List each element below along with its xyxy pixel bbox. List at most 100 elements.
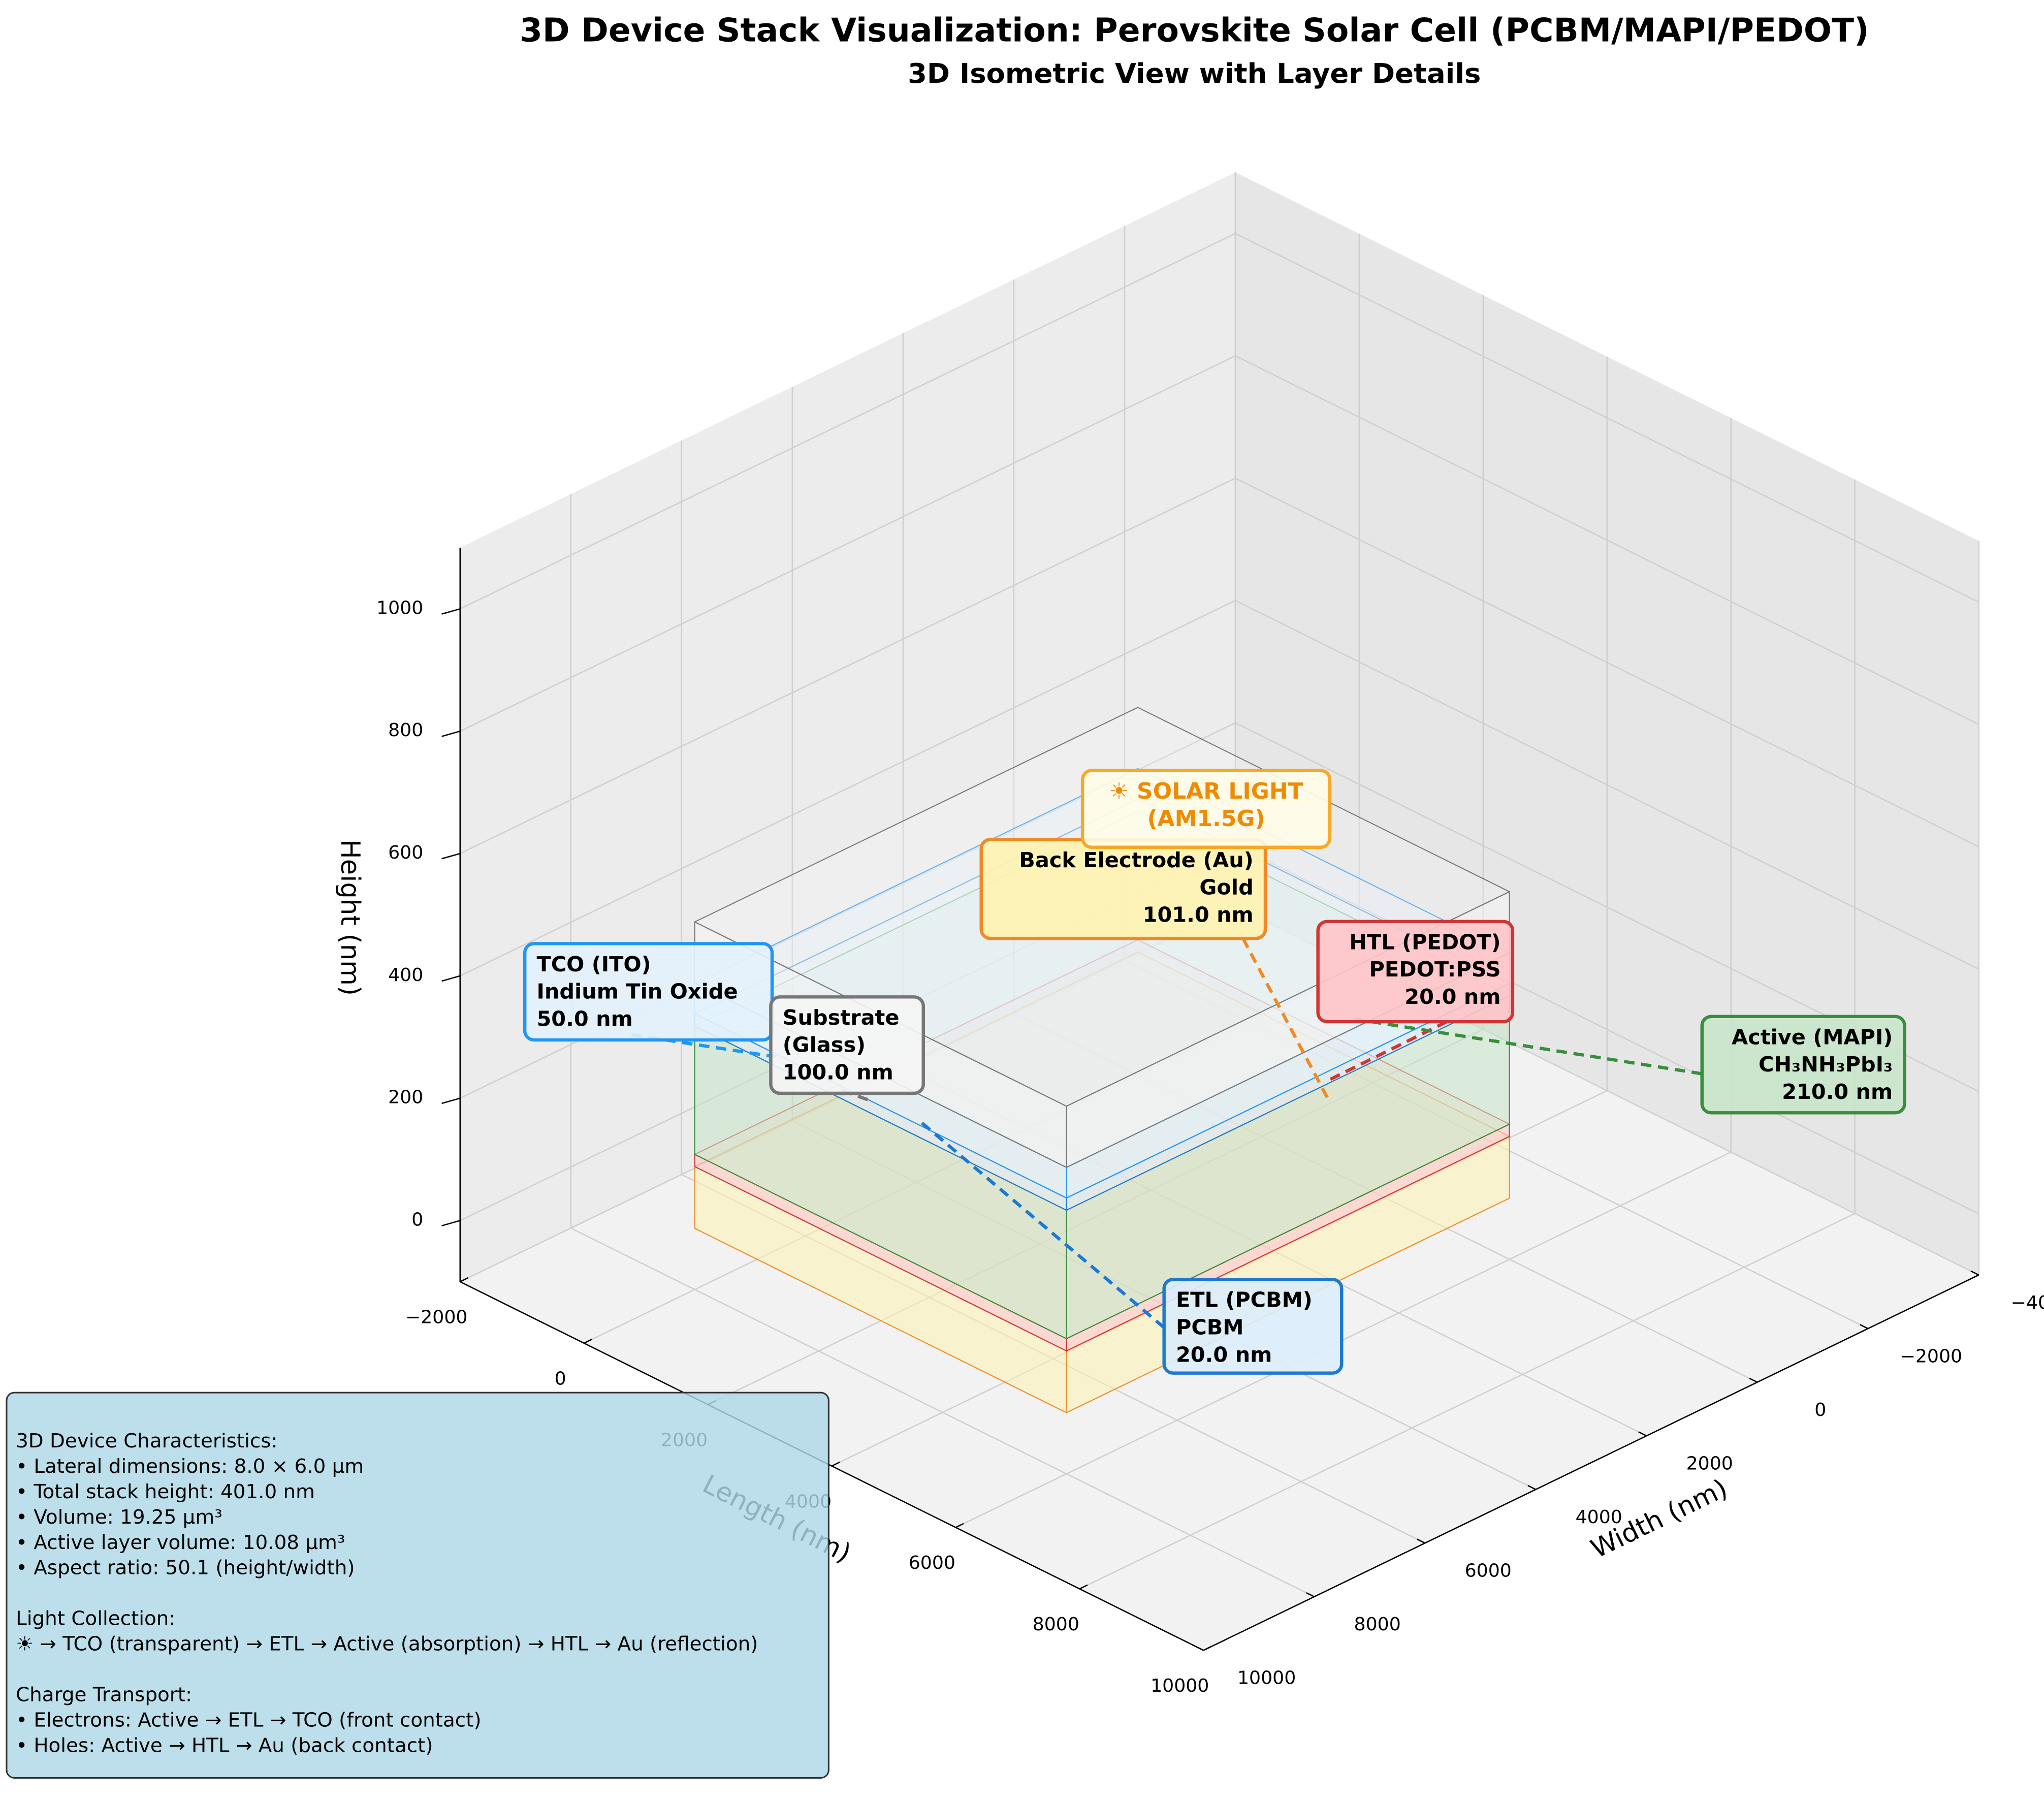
- info-text: • Total stack height: 401.0 nm: [16, 1480, 315, 1503]
- grid-line: [1079, 1213, 1856, 1590]
- y-tick-label: −2000: [1900, 1346, 1963, 1367]
- grid-line: [570, 1227, 1315, 1597]
- y-tick-mark: [1860, 1324, 1869, 1330]
- z-tick-label: 800: [388, 719, 423, 741]
- annotation-text: PCBM: [1176, 1315, 1244, 1340]
- leader-line: [1354, 1017, 1703, 1076]
- grid-line: [1235, 355, 1979, 725]
- x-tick-label: −2000: [405, 1307, 468, 1328]
- x-tick-label: 8000: [1033, 1614, 1079, 1635]
- layer-annotation: ETL (PCBM) PCBM 20.0 nm: [1162, 1278, 1344, 1375]
- annotation-box: [1162, 1278, 1344, 1375]
- x-tick-mark: [460, 1277, 468, 1283]
- info-text: Charge Transport:: [16, 1684, 192, 1707]
- layer-annotation: Back Electrode (Au) Gold 101.0 nm: [979, 838, 1267, 940]
- leader-line: [919, 1120, 1165, 1329]
- y-tick-mark: [1306, 1592, 1315, 1597]
- chart-subtitle: 3D Isometric View with Layer Details: [908, 57, 1481, 89]
- y-tick-label: 0: [1814, 1399, 1826, 1420]
- info-text: Light Collection:: [16, 1607, 175, 1630]
- layer-annotation: Substrate (Glass) 100.0 nm: [769, 995, 925, 1095]
- y-tick-mark: [1417, 1538, 1425, 1544]
- annotation-text: HTL (PEDOT): [1349, 930, 1500, 954]
- y-axis-line: [1203, 1274, 1979, 1651]
- z-tick-mark: [441, 1220, 461, 1226]
- y-tick-mark: [1749, 1377, 1758, 1383]
- annotation-text: PEDOT:PSS: [1369, 957, 1501, 982]
- y-tick-label: 6000: [1465, 1560, 1512, 1582]
- z-tick-label: 0: [411, 1209, 423, 1230]
- z-tick-label: 600: [388, 842, 423, 863]
- annotation-text: (Glass): [783, 1033, 866, 1057]
- annotation-text: Indium Tin Oxide: [536, 980, 738, 1004]
- z-tick-mark: [441, 731, 461, 737]
- annotation-text: Active (MAPI): [1732, 1025, 1893, 1049]
- annotation-text: 50.0 nm: [536, 1007, 632, 1031]
- z-tick-label: 200: [388, 1087, 423, 1108]
- y-tick-mark: [1970, 1270, 1979, 1276]
- annotation-box: [1700, 1015, 1906, 1115]
- annotation-box: [1316, 920, 1515, 1024]
- annotation-text: 101.0 nm: [1143, 903, 1254, 927]
- info-panel: 3D Device Characteristics: • Lateral dime…: [6, 1392, 829, 1779]
- annotation-text: ETL (PCBM): [1176, 1288, 1313, 1312]
- y-tick-mark: [1527, 1485, 1537, 1490]
- info-text: • Aspect ratio: 50.1 (height/width): [16, 1557, 355, 1580]
- annotation-text: 20.0 nm: [1176, 1343, 1272, 1367]
- layer-annotation: HTL (PEDOT) PEDOT:PSS 20.0 nm: [1316, 920, 1515, 1024]
- info-text: 3D Device Characteristics:: [16, 1430, 278, 1452]
- x-axis-line: [460, 1281, 1204, 1651]
- annotation-text: 210.0 nm: [1782, 1080, 1893, 1104]
- light-annotation: ☀ SOLAR LIGHT(AM1.5G): [1080, 769, 1332, 849]
- annotation-text: 100.0 nm: [783, 1060, 893, 1085]
- y-tick-mark: [1638, 1431, 1647, 1437]
- grid-line: [955, 1151, 1732, 1528]
- grid-line: [460, 599, 1236, 977]
- grid-line: [460, 478, 1236, 855]
- y-tick-label: −4000: [2011, 1292, 2044, 1313]
- layer-annotation: TCO (ITO) Indium Tin Oxide 50.0 nm: [523, 942, 774, 1042]
- grid-line: [460, 233, 1236, 610]
- x-tick-label: 10000: [1151, 1675, 1209, 1696]
- z-tick-mark: [441, 1097, 461, 1104]
- z-tick-mark: [441, 975, 461, 982]
- annotation-text: Substrate: [783, 1005, 900, 1030]
- z-tick-mark: [441, 608, 461, 615]
- annotation-text: TCO (ITO): [536, 952, 651, 976]
- info-box: [6, 1392, 829, 1779]
- x-tick-label: 6000: [909, 1552, 955, 1573]
- grid-line: [1235, 478, 1979, 847]
- annotation-box: [523, 942, 774, 1042]
- info-text: • Holes: Active → HTL → Au (back contact…: [16, 1734, 433, 1757]
- light-text: (AM1.5G): [1147, 806, 1265, 832]
- x-tick-mark: [1079, 1584, 1088, 1590]
- light-box: [1080, 769, 1332, 849]
- chart-title: 3D Device Stack Visualization: Perovskit…: [520, 12, 1869, 50]
- y-tick-label: 4000: [1576, 1506, 1622, 1528]
- info-text: • Lateral dimensions: 8.0 × 6.0 µm: [16, 1455, 364, 1478]
- info-text: ☀ → TCO (transparent) → ETL → Active (ab…: [16, 1633, 758, 1656]
- y-tick-label: 2000: [1686, 1453, 1733, 1474]
- z-axis-label: Height (nm): [335, 839, 365, 996]
- z-tick-mark: [441, 852, 461, 860]
- annotation-text: CH₃NH₃PbI₃: [1759, 1052, 1893, 1077]
- z-tick-label: 1000: [376, 597, 423, 619]
- light-text: ☀ SOLAR LIGHT: [1109, 778, 1303, 804]
- x-tick-mark: [955, 1523, 964, 1528]
- grid-line: [1235, 844, 1979, 1215]
- y-tick-label: 10000: [1237, 1667, 1296, 1689]
- annotation-text: Back Electrode (Au): [1019, 848, 1253, 872]
- info-text: • Electrons: Active → ETL → TCO (front c…: [16, 1709, 481, 1732]
- y-tick-label: 8000: [1354, 1614, 1401, 1635]
- annotation-box: [769, 995, 925, 1095]
- x-tick-label: 0: [555, 1368, 566, 1390]
- grid-line: [1235, 599, 1979, 970]
- grid-line: [1235, 233, 1979, 603]
- x-tick-mark: [831, 1461, 840, 1467]
- x-tick-mark: [584, 1338, 592, 1344]
- annotation-text: Gold: [1199, 875, 1253, 900]
- info-text: • Volume: 19.25 µm³: [16, 1506, 222, 1529]
- info-text: • Active layer volume: 10.08 µm³: [16, 1531, 345, 1554]
